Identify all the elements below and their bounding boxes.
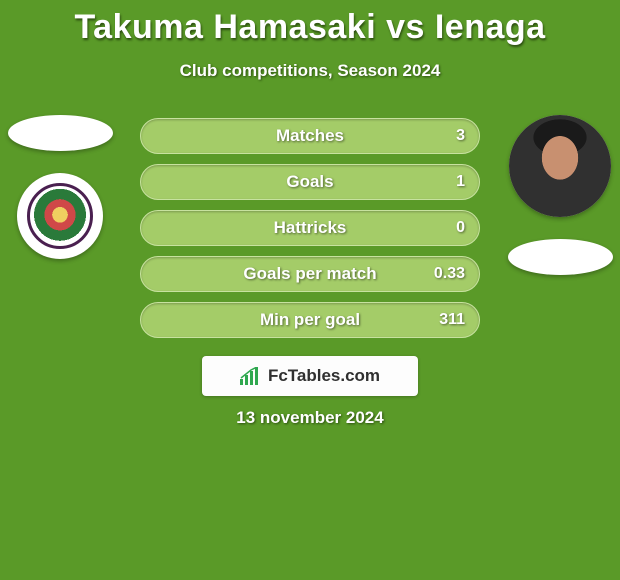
stat-label: Matches xyxy=(141,126,479,146)
subtitle: Club competitions, Season 2024 xyxy=(0,61,620,81)
stat-value-right: 0 xyxy=(456,219,465,237)
stat-rows: Matches 3 Goals 1 Hattricks 0 Goals per … xyxy=(140,118,480,348)
stat-row-matches: Matches 3 xyxy=(140,118,480,154)
player-left-flag-placeholder xyxy=(8,115,113,151)
stat-label: Goals xyxy=(141,172,479,192)
stat-label: Hattricks xyxy=(141,218,479,238)
branding-text: FcTables.com xyxy=(268,366,380,386)
stat-value-right: 1 xyxy=(456,173,465,191)
player-left-club-badge xyxy=(17,173,103,259)
page-title: Takuma Hamasaki vs Ienaga xyxy=(0,8,620,47)
player-right-column xyxy=(500,115,620,275)
player-face-icon xyxy=(509,115,611,217)
stat-value-right: 0.33 xyxy=(434,265,465,283)
stat-label: Min per goal xyxy=(141,310,479,330)
bar-chart-icon xyxy=(240,367,262,385)
branding-box: FcTables.com xyxy=(202,356,418,396)
stat-value-right: 3 xyxy=(456,127,465,145)
player-right-photo xyxy=(509,115,611,217)
stat-row-min-per-goal: Min per goal 311 xyxy=(140,302,480,338)
footer-date: 13 november 2024 xyxy=(0,408,620,428)
comparison-card: Takuma Hamasaki vs Ienaga Club competiti… xyxy=(0,0,620,580)
player-right-flag-placeholder xyxy=(508,239,613,275)
stat-row-goals-per-match: Goals per match 0.33 xyxy=(140,256,480,292)
club-badge-icon xyxy=(27,183,93,249)
stat-label: Goals per match xyxy=(141,264,479,284)
stat-row-goals: Goals 1 xyxy=(140,164,480,200)
stat-row-hattricks: Hattricks 0 xyxy=(140,210,480,246)
stat-value-right: 311 xyxy=(439,311,465,329)
player-left-column xyxy=(0,115,120,259)
